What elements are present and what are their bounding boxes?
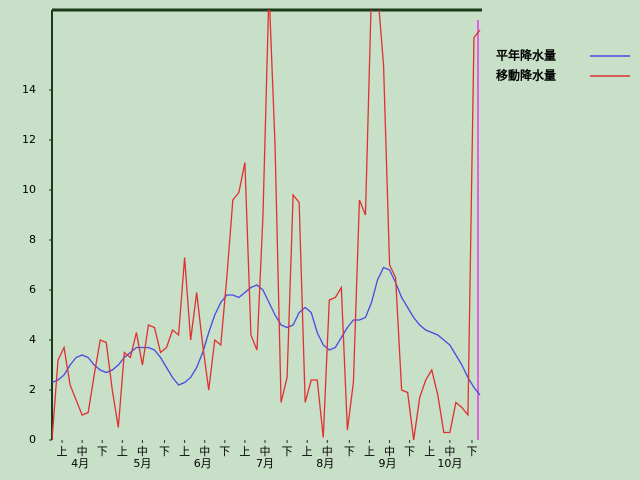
month-label: 4月: [71, 457, 89, 470]
y-tick-label: 0: [29, 433, 36, 446]
y-tick-label: 12: [22, 133, 36, 146]
x-tick-label: 上: [364, 445, 375, 458]
x-tick-label: 上: [302, 445, 313, 458]
x-tick-label: 中: [384, 445, 395, 458]
x-tick-label: 中: [322, 445, 333, 458]
month-label: 10月: [437, 457, 462, 470]
x-tick-label: 上: [57, 445, 68, 458]
month-label: 8月: [316, 457, 334, 470]
x-tick-label: 下: [159, 445, 170, 458]
x-tick-label: 下: [344, 445, 355, 458]
y-tick-label: 6: [29, 283, 36, 296]
month-label: 5月: [133, 457, 151, 470]
month-label: 9月: [379, 457, 397, 470]
x-tick-label: 下: [282, 445, 293, 458]
x-tick-label: 下: [97, 445, 108, 458]
legend-label: 移動降水量: [496, 68, 556, 83]
x-tick-label: 中: [259, 445, 270, 458]
x-tick-label: 上: [117, 445, 128, 458]
plot-area: [52, 10, 481, 441]
series-line: [52, 10, 481, 441]
legend: 平年降水量 移動降水量: [496, 48, 630, 83]
y-tick-label: 10: [22, 183, 36, 196]
x-tick-label: 上: [239, 445, 250, 458]
x-tick-label: 上: [424, 445, 435, 458]
x-tick-label: 中: [137, 445, 148, 458]
x-tick-label: 上: [179, 445, 190, 458]
month-label: 7月: [256, 457, 274, 470]
x-tick-label: 中: [444, 445, 455, 458]
series-line: [52, 266, 481, 396]
y-tick-label: 14: [22, 83, 36, 96]
x-tick-label: 中: [77, 445, 88, 458]
x-tick-label: 下: [404, 445, 415, 458]
month-label: 6月: [194, 457, 212, 470]
legend-label: 平年降水量: [496, 48, 556, 63]
x-tick-label: 下: [466, 445, 477, 458]
y-tick-label: 8: [29, 233, 36, 246]
x-tick-label: 中: [199, 445, 210, 458]
y-tick-label: 4: [29, 333, 36, 346]
x-tick-label: 下: [219, 445, 230, 458]
y-tick-label: 2: [29, 383, 36, 396]
